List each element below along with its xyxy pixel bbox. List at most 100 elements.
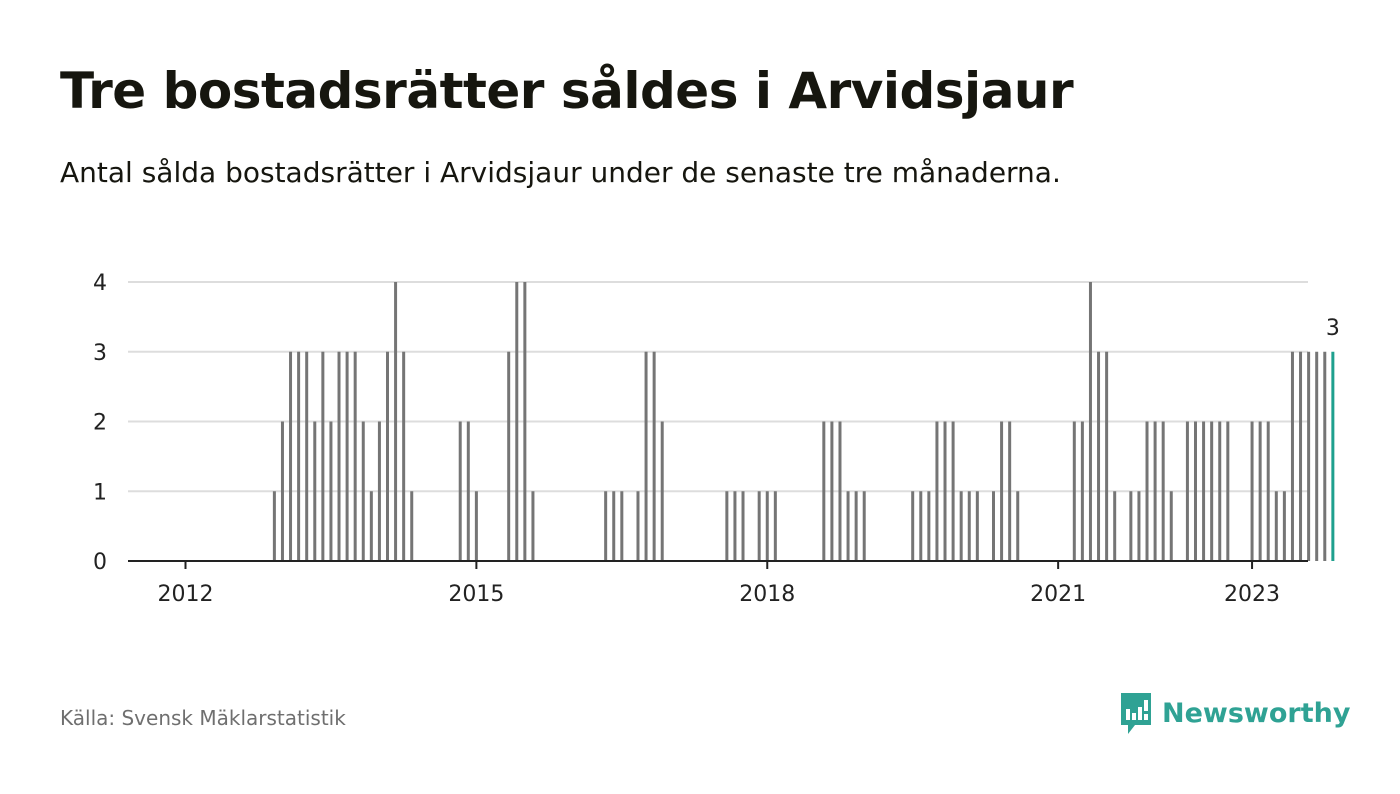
source-note: Källa: Svensk Mäklarstatistik xyxy=(60,706,346,730)
bar xyxy=(297,351,301,561)
bar xyxy=(927,491,931,561)
bar xyxy=(1169,491,1173,561)
bar xyxy=(305,351,309,561)
bar xyxy=(410,491,414,561)
bar xyxy=(329,421,333,561)
bar xyxy=(1088,282,1092,561)
bar xyxy=(1218,421,1222,561)
bar xyxy=(1290,351,1294,561)
bar xyxy=(838,421,842,561)
bar xyxy=(386,351,389,561)
bar xyxy=(1226,421,1230,561)
x-tick-label: 2018 xyxy=(739,582,795,607)
bar xyxy=(507,351,511,561)
bar xyxy=(1016,491,1020,561)
bar xyxy=(1282,491,1286,561)
bar xyxy=(911,491,915,561)
bar xyxy=(1210,421,1214,561)
bar xyxy=(345,351,349,561)
bar xyxy=(313,421,317,561)
bar xyxy=(1266,421,1270,561)
bar xyxy=(935,421,939,561)
axes: 0 1 2 3 4 2012 2015 2018 2021 2023 3 xyxy=(93,271,1340,607)
bar xyxy=(992,491,995,561)
x-tick-label: 2021 xyxy=(1030,582,1086,607)
bar xyxy=(1008,421,1012,561)
bar xyxy=(1202,421,1206,561)
bar xyxy=(1137,491,1141,561)
bar xyxy=(1145,421,1149,561)
bar xyxy=(1153,421,1157,561)
bar xyxy=(458,421,462,561)
bar xyxy=(531,491,535,561)
chart-subtitle: Antal sålda bostadsrätter i Arvidsjaur u… xyxy=(60,156,1061,189)
bar xyxy=(725,491,729,561)
bar xyxy=(377,421,381,561)
bar xyxy=(1072,421,1076,561)
bar xyxy=(1129,491,1133,561)
bar xyxy=(369,491,373,561)
bar xyxy=(862,491,866,561)
x-tick-label: 2015 xyxy=(448,582,504,607)
bar xyxy=(523,282,527,561)
bar xyxy=(1161,421,1165,561)
bar xyxy=(830,421,834,561)
newsworthy-logo-icon xyxy=(1121,693,1151,734)
last-value-label: 3 xyxy=(1326,316,1340,341)
bar xyxy=(959,491,963,561)
bar xyxy=(394,282,398,561)
x-tick-label: 2023 xyxy=(1224,582,1280,607)
bar xyxy=(620,491,624,561)
bar xyxy=(1105,351,1109,561)
bar xyxy=(353,351,357,561)
bar xyxy=(1258,421,1262,561)
bar xyxy=(1323,351,1327,561)
bars xyxy=(272,282,1335,561)
bar xyxy=(1250,421,1254,561)
bar xyxy=(1000,421,1004,561)
bar xyxy=(854,491,858,561)
bar xyxy=(822,421,826,561)
bar xyxy=(975,491,979,561)
bar xyxy=(1113,491,1117,561)
bar xyxy=(757,491,761,561)
bar-highlight xyxy=(1331,351,1335,561)
bar xyxy=(951,421,955,561)
bar xyxy=(474,491,478,561)
bar xyxy=(846,491,850,561)
bar xyxy=(1080,421,1084,561)
bar xyxy=(1194,421,1197,561)
x-tick-label: 2012 xyxy=(158,582,214,607)
y-tick-label: 4 xyxy=(93,271,107,296)
y-tick-label: 0 xyxy=(93,550,107,575)
bar xyxy=(612,491,616,561)
bar xyxy=(1097,351,1101,561)
bar xyxy=(604,491,608,561)
bar xyxy=(337,351,341,561)
bar xyxy=(660,421,664,561)
bar xyxy=(943,421,947,561)
bar xyxy=(280,421,284,561)
bar xyxy=(967,491,971,561)
gridlines xyxy=(128,281,1308,493)
bar xyxy=(773,491,777,561)
bar xyxy=(919,491,923,561)
brand-logo[interactable]: Newsworthy xyxy=(1118,690,1350,736)
bar xyxy=(272,491,276,561)
bar xyxy=(652,351,656,561)
brand-name: Newsworthy xyxy=(1162,697,1351,729)
bar xyxy=(1185,421,1189,561)
chart-title: Tre bostadsrätter såldes i Arvidsjaur xyxy=(60,62,1074,120)
bar xyxy=(644,351,648,561)
y-tick-label: 3 xyxy=(93,341,107,366)
bar xyxy=(466,421,470,561)
bar xyxy=(402,351,406,561)
y-tick-label: 2 xyxy=(93,411,107,436)
y-tick-label: 1 xyxy=(93,480,107,505)
bar xyxy=(1307,351,1311,561)
bar xyxy=(636,491,640,561)
bar xyxy=(1274,491,1278,561)
bar xyxy=(741,491,745,561)
bar xyxy=(321,351,325,561)
